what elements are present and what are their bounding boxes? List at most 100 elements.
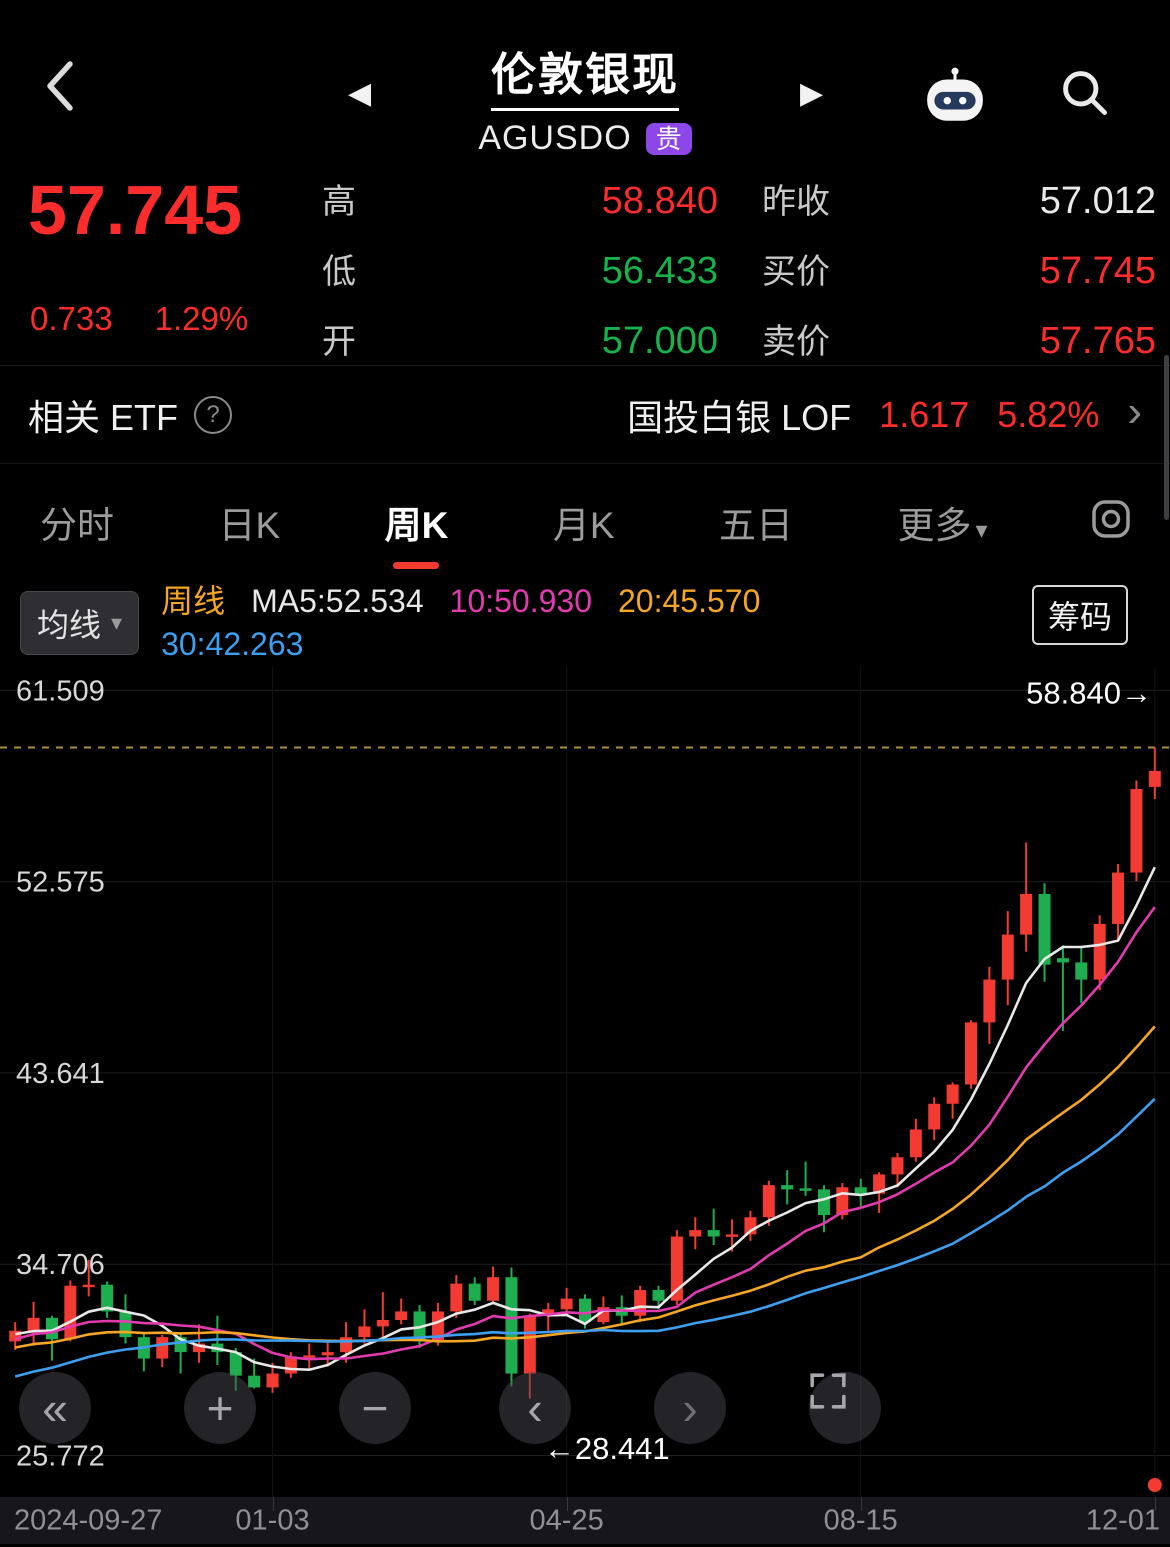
candle <box>101 1281 114 1318</box>
ai-assistant-icon[interactable] <box>922 62 988 133</box>
field-label: 买价 <box>762 253 830 291</box>
candle <box>670 1230 683 1306</box>
high-price-annotation: 58.840→ <box>1026 676 1152 711</box>
related-etf-row[interactable]: 相关 ETF ? 国投白银 LOF 1.617 5.82% › <box>0 365 1170 464</box>
y-axis-label: 52.575 <box>16 867 105 899</box>
candle <box>119 1294 132 1344</box>
candle <box>487 1266 500 1303</box>
pan-left-button[interactable]: ‹ <box>499 1372 571 1444</box>
caret-down-icon: ▾ <box>111 610 123 635</box>
period-label: 周线 <box>161 582 226 619</box>
candle <box>137 1332 150 1372</box>
indicator-bar: 均线 ▾ 周线 MA5:52.534 10:50.930 20:45.570 3… <box>0 579 1170 667</box>
candle <box>689 1217 702 1250</box>
candle <box>854 1178 867 1207</box>
candle <box>946 1082 959 1119</box>
x-axis: 2024-09-27 01-03 04-25 08-15 12-01 <box>0 1497 1170 1544</box>
candle <box>248 1358 261 1389</box>
candle <box>634 1285 647 1323</box>
candle <box>321 1341 334 1365</box>
tab-daily-k[interactable]: 日K <box>218 504 281 546</box>
ma-button-label: 均线 <box>37 607 102 643</box>
candle <box>1093 915 1106 991</box>
fullscreen-button[interactable] <box>809 1372 881 1444</box>
candle <box>358 1309 371 1344</box>
ma5-value: MA5:52.534 <box>251 582 424 619</box>
candle <box>983 966 996 1044</box>
x-axis-label: 12-01 <box>1085 1504 1160 1536</box>
field-value: 57.745 <box>1039 250 1156 292</box>
help-icon[interactable]: ? <box>194 395 232 434</box>
candles-layer <box>9 747 1161 1399</box>
chips-button[interactable]: 筹码 <box>1031 585 1128 645</box>
y-axis-label: 61.509 <box>16 675 105 707</box>
quote-field: 卖价 57.765 <box>762 314 1156 363</box>
field-label: 高 <box>322 183 356 221</box>
candle <box>781 1170 794 1205</box>
header: ◀ 伦敦银现 AGUSDO 贵 ▶ <box>0 0 1170 160</box>
search-icon[interactable] <box>1058 66 1110 123</box>
tab-weekly-k[interactable]: 周K <box>381 485 453 559</box>
candle <box>82 1260 95 1297</box>
candle <box>303 1343 316 1370</box>
low-price-annotation: ←28.441 <box>544 1431 670 1466</box>
candle <box>193 1324 205 1363</box>
chevron-right-icon: › <box>1127 386 1142 436</box>
candle <box>505 1267 518 1387</box>
ma10-line <box>14 906 1156 1361</box>
ma-values: 周线 MA5:52.534 10:50.930 20:45.570 30:42.… <box>161 580 760 666</box>
prev-symbol-icon[interactable]: ◀ <box>348 77 372 110</box>
quote-panel: 57.745 0.733 1.29% 高 58.840 低 56.433 开 5… <box>0 160 1170 520</box>
candle <box>762 1180 775 1226</box>
ma30-value: 30:42.263 <box>161 626 304 662</box>
tab-monthly-k[interactable]: 月K <box>552 504 615 546</box>
pan-right-button[interactable]: › <box>654 1372 726 1444</box>
price-change-row: 0.733 1.29% <box>30 300 248 338</box>
candle <box>1020 842 1033 952</box>
ma10-value: 10:50.930 <box>449 582 592 619</box>
candle <box>376 1292 389 1338</box>
field-label: 卖价 <box>762 323 830 361</box>
zoom-out-button[interactable]: − <box>339 1372 411 1444</box>
ma30-line <box>14 1097 1156 1378</box>
tab-more[interactable]: 更多 ▾ <box>893 485 991 559</box>
field-value: 56.433 <box>601 250 718 292</box>
candle <box>45 1315 58 1361</box>
scroll-left-fast-button[interactable]: « <box>19 1372 91 1444</box>
field-value: 58.840 <box>601 180 718 222</box>
quote-field: 开 57.000 <box>322 314 718 363</box>
related-etf-label: 相关 ETF <box>28 396 178 438</box>
scroll-indicator[interactable] <box>1164 355 1169 520</box>
ma5-line <box>14 866 1156 1372</box>
price-change: 0.733 <box>30 300 113 337</box>
x-axis-tick <box>272 1497 274 1511</box>
symbol-code: AGUSDO <box>478 119 632 157</box>
candle <box>799 1161 812 1196</box>
etf-price: 1.617 <box>879 393 970 435</box>
y-axis-labels: 61.509 52.575 43.641 34.706 25.772 <box>16 675 105 1472</box>
candle <box>652 1285 665 1310</box>
candlestick-chart: 61.509 52.575 43.641 34.706 25.772 58.840→ ←28… <box>0 667 1170 1497</box>
field-value: 57.012 <box>1039 180 1156 222</box>
chart-settings-icon[interactable] <box>1088 496 1134 547</box>
tab-minute[interactable]: 分时 <box>40 504 114 546</box>
precious-metal-badge: 贵 <box>645 122 692 155</box>
chart-period-tabs: 分时 日K 周K 月K 五日 更多 ▾ <box>0 464 1170 579</box>
chart-area[interactable]: 61.509 52.575 43.641 34.706 25.772 58.840→ ←28… <box>0 667 1170 1497</box>
quote-field: 低 56.433 <box>322 244 718 293</box>
candle <box>1001 911 1014 1006</box>
candle <box>156 1334 169 1368</box>
ma-selector-button[interactable]: 均线 ▾ <box>20 591 140 655</box>
candle <box>1112 863 1125 942</box>
candle <box>1130 780 1143 882</box>
back-icon[interactable] <box>42 58 78 119</box>
y-axis-label: 34.706 <box>16 1249 105 1281</box>
candle <box>266 1362 279 1393</box>
zoom-in-button[interactable]: + <box>184 1372 256 1444</box>
candle <box>909 1118 922 1162</box>
tab-more-label: 更多 <box>897 504 972 546</box>
field-label: 开 <box>322 323 356 361</box>
tab-five-day[interactable]: 五日 <box>718 504 793 546</box>
next-symbol-icon[interactable]: ▶ <box>800 77 824 110</box>
gridlines <box>0 667 1170 1497</box>
